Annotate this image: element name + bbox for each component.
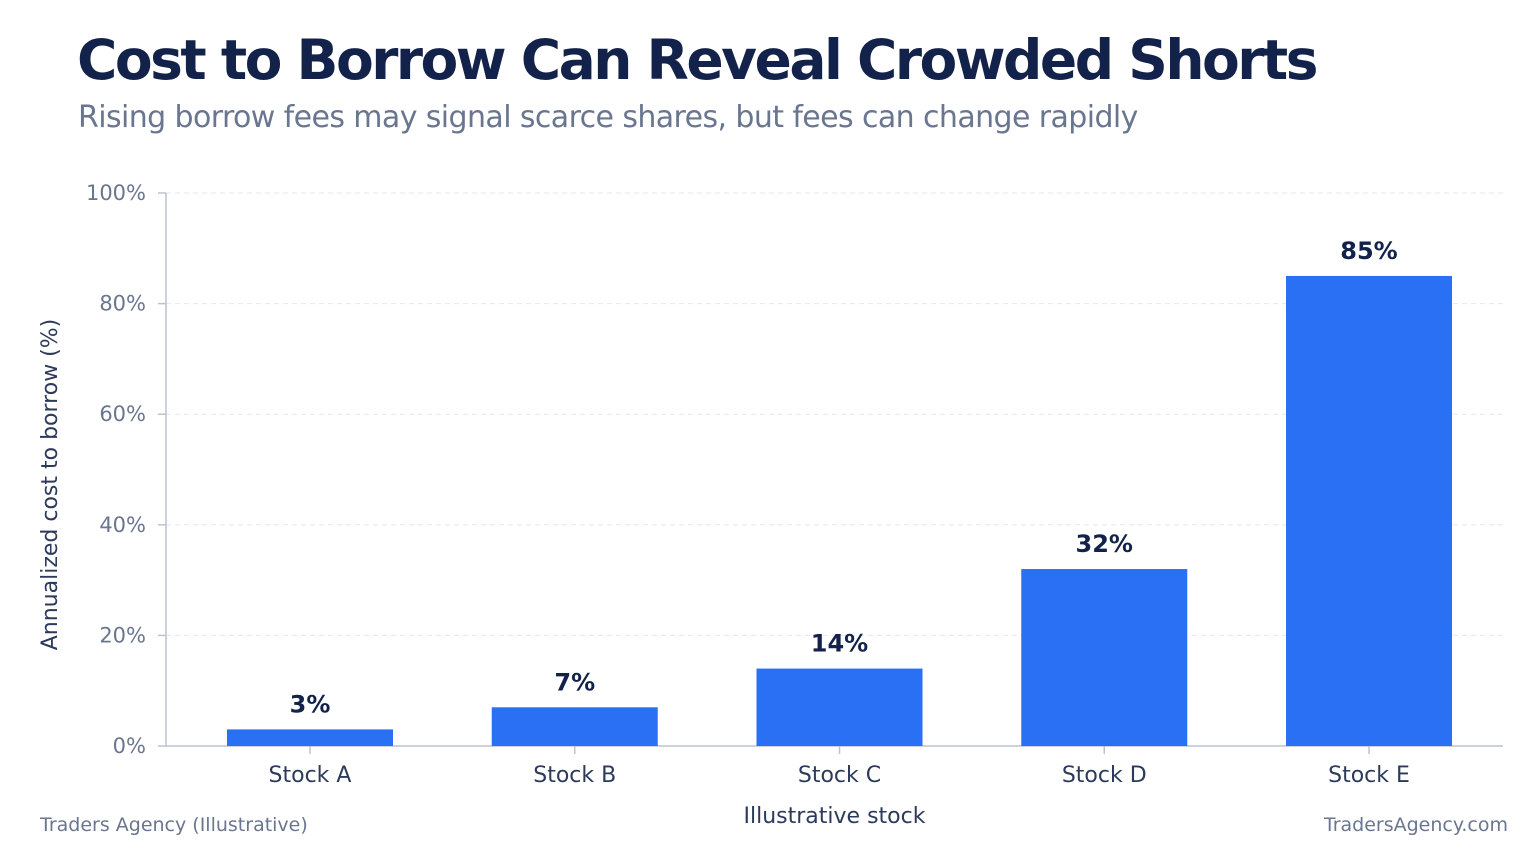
chart-title: Cost to Borrow Can Reveal Crowded Shorts [77, 28, 1318, 92]
y-tick-label: 100% [86, 181, 146, 205]
x-tick-label: Stock E [1328, 763, 1410, 788]
bar-value-label: 14% [811, 630, 868, 658]
chart-subtitle: Rising borrow fees may signal scarce sha… [78, 100, 1138, 135]
bar-value-label: 3% [290, 690, 331, 718]
x-tick-label: Stock A [269, 763, 352, 788]
bar [227, 729, 393, 746]
bar-value-label: 32% [1076, 530, 1133, 558]
x-tick-label: Stock D [1062, 763, 1147, 788]
y-tick-label: 20% [99, 623, 146, 647]
bars [227, 275, 1452, 746]
footer-website: TradersAgency.com [1323, 814, 1508, 836]
y-tick-label: 80% [99, 292, 146, 316]
x-axis-title: Illustrative stock [744, 804, 926, 829]
y-tick-label: 60% [99, 402, 146, 426]
y-axis-title: Annualized cost to borrow (%) [38, 319, 63, 651]
grid-lines [166, 192, 1503, 636]
bar [1021, 569, 1188, 746]
bar [756, 668, 923, 746]
bar [491, 707, 658, 746]
bar [1286, 275, 1452, 746]
x-tick-label: Stock C [798, 763, 881, 788]
y-tick-label: 40% [99, 513, 146, 537]
bar-value-label: 7% [554, 668, 595, 696]
x-tick-label: Stock B [533, 763, 616, 788]
bar-value-label: 85% [1340, 237, 1397, 265]
y-tick-label: 0% [113, 734, 146, 758]
labels: 0% 20% 40% 60% 80% 100% 3% Stock A 7% Stock B 14% S… [38, 181, 1410, 829]
footer-source: Traders Agency (Illustrative) [40, 814, 308, 836]
